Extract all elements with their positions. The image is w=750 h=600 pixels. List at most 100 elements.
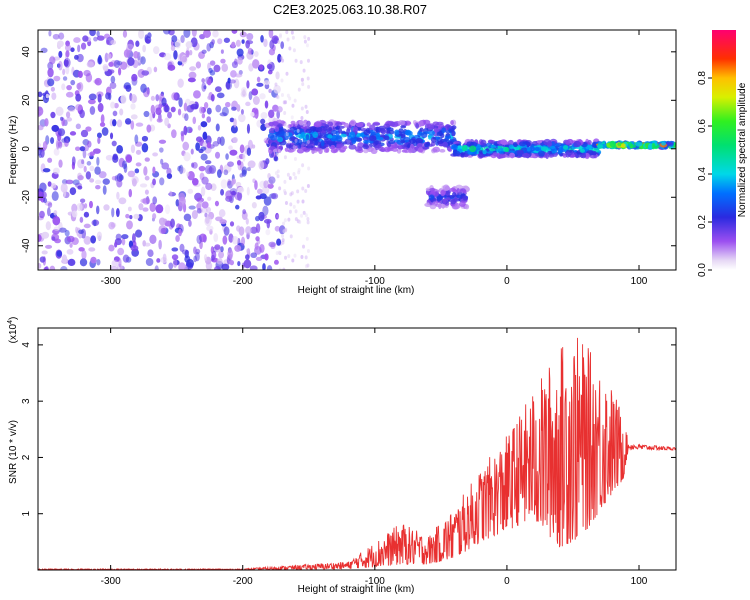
spectrogram-cell — [131, 176, 139, 185]
spectrogram-cell — [247, 47, 253, 55]
spectrogram-cell — [661, 141, 667, 146]
spectrogram-cell — [263, 180, 269, 189]
spectrogram-cell — [172, 257, 178, 268]
spectrogram-cell — [144, 36, 152, 44]
spectrogram-cell — [47, 157, 53, 163]
spectrogram-cell — [202, 131, 208, 141]
spectrogram-cell — [296, 189, 300, 194]
spectrogram-cell — [214, 244, 221, 250]
spectrogram-cell — [383, 146, 391, 153]
spectrogram-cell — [195, 142, 200, 151]
spectrogram-cell — [227, 161, 234, 167]
spectrogram-cell — [189, 49, 193, 56]
spectrogram-cell — [306, 139, 310, 144]
spectrogram-cell — [199, 240, 203, 250]
spectrogram-cell — [39, 256, 46, 263]
spectrogram-cell — [107, 69, 115, 74]
spectrogram-cell — [103, 65, 109, 72]
spectrogram-cell — [301, 77, 305, 82]
spectrogram-cell — [117, 247, 125, 256]
spectrogram-cell — [144, 157, 150, 162]
spectrogram-cell — [246, 80, 250, 89]
spectrogram-cell — [60, 266, 68, 270]
spectrogram-cell — [246, 147, 252, 156]
spectrogram-cell — [666, 141, 674, 146]
spectrogram-cell — [219, 112, 228, 117]
spectrogram-cell — [79, 258, 88, 267]
spectrogram-cell — [297, 142, 302, 150]
spectrogram-cell — [245, 254, 250, 260]
spectrogram-cell — [278, 131, 287, 137]
spectrogram-cell — [442, 141, 448, 148]
spectrogram-cell — [112, 119, 117, 127]
spectrogram-cell — [229, 188, 238, 196]
spectrogram-cell — [75, 123, 81, 130]
spectrogram-cell — [349, 131, 356, 138]
spectrogram-cell — [153, 46, 160, 55]
colorbar-ticks: 0.0 0.2 0.4 0.6 0.8 — [697, 71, 712, 277]
spectrogram-cell — [325, 146, 330, 153]
spectrogram-cell — [313, 121, 322, 128]
spectrogram-cell — [181, 249, 190, 255]
spectrogram-x-axis-label: Height of straight line (km) — [298, 285, 415, 296]
spectrogram-cell — [109, 265, 118, 270]
spectrogram-cell — [631, 144, 637, 148]
spectrogram-cell — [76, 53, 84, 63]
spectrogram-cell — [283, 135, 289, 141]
spectrogram-cell — [209, 70, 216, 76]
multiplier-prefix: (x10 — [8, 323, 19, 343]
spectrogram-cell — [152, 166, 156, 174]
spectrogram-cell — [62, 68, 66, 76]
spectrogram-cell — [328, 126, 333, 132]
spectrogram-x-tick-label: -300 — [101, 276, 121, 287]
spectrogram-cell — [214, 265, 221, 270]
spectrogram-cell — [307, 36, 311, 41]
multiplier-suffix: ) — [8, 317, 19, 320]
spectrogram-cell — [128, 188, 133, 198]
spectrogram-cell — [232, 136, 238, 144]
spectrogram-cell — [274, 82, 278, 87]
spectrogram-cell — [265, 158, 270, 165]
spectrogram-cell — [628, 141, 633, 147]
spectrogram-cell — [200, 186, 206, 197]
spectrogram-cell — [51, 191, 59, 202]
spectrogram-cell — [540, 146, 548, 152]
spectrogram-cell — [198, 233, 207, 243]
spectrogram-marks — [38, 30, 676, 270]
spectrogram-cell — [88, 93, 97, 101]
spectrogram-cell — [306, 263, 310, 268]
snr-x-tick-label: -200 — [233, 576, 253, 587]
spectrogram-cell — [380, 129, 387, 135]
spectrogram-cell — [306, 76, 310, 81]
spectrogram-cell — [229, 221, 235, 227]
spectrogram-cell — [205, 182, 213, 191]
spectrogram-cell — [110, 101, 116, 109]
spectrogram-cell — [242, 152, 246, 162]
spectrogram-cell — [126, 43, 134, 50]
spectrogram-cell — [223, 37, 231, 43]
spectrogram-cell — [79, 216, 84, 223]
spectrogram-cell — [144, 189, 149, 195]
spectrogram-cell — [185, 171, 190, 177]
spectrogram-cell — [77, 175, 84, 181]
spectrogram-cell — [85, 171, 92, 180]
spectrogram-cell — [292, 172, 296, 177]
spectrogram-cell — [170, 106, 176, 113]
spectrogram-cell — [167, 64, 176, 71]
spectrogram-cell — [170, 44, 176, 52]
spectrogram-cell — [282, 221, 286, 226]
spectrogram-cell — [108, 61, 114, 67]
spectrogram-cell — [110, 222, 117, 228]
spectrogram-cell — [167, 111, 172, 119]
spectrogram-cell — [231, 41, 236, 48]
spectrogram-cell — [287, 254, 291, 259]
spectrogram-cell — [87, 99, 96, 105]
spectrogram-cell — [306, 120, 311, 127]
spectrogram-cell — [469, 145, 477, 153]
spectrogram-cell — [231, 106, 237, 111]
colorbar-tick-label: 0.4 — [697, 167, 708, 181]
spectrogram-cell — [292, 204, 296, 209]
spectrogram-cell — [422, 119, 431, 125]
spectrogram-cell — [447, 147, 453, 152]
spectrogram-cell — [58, 50, 63, 58]
